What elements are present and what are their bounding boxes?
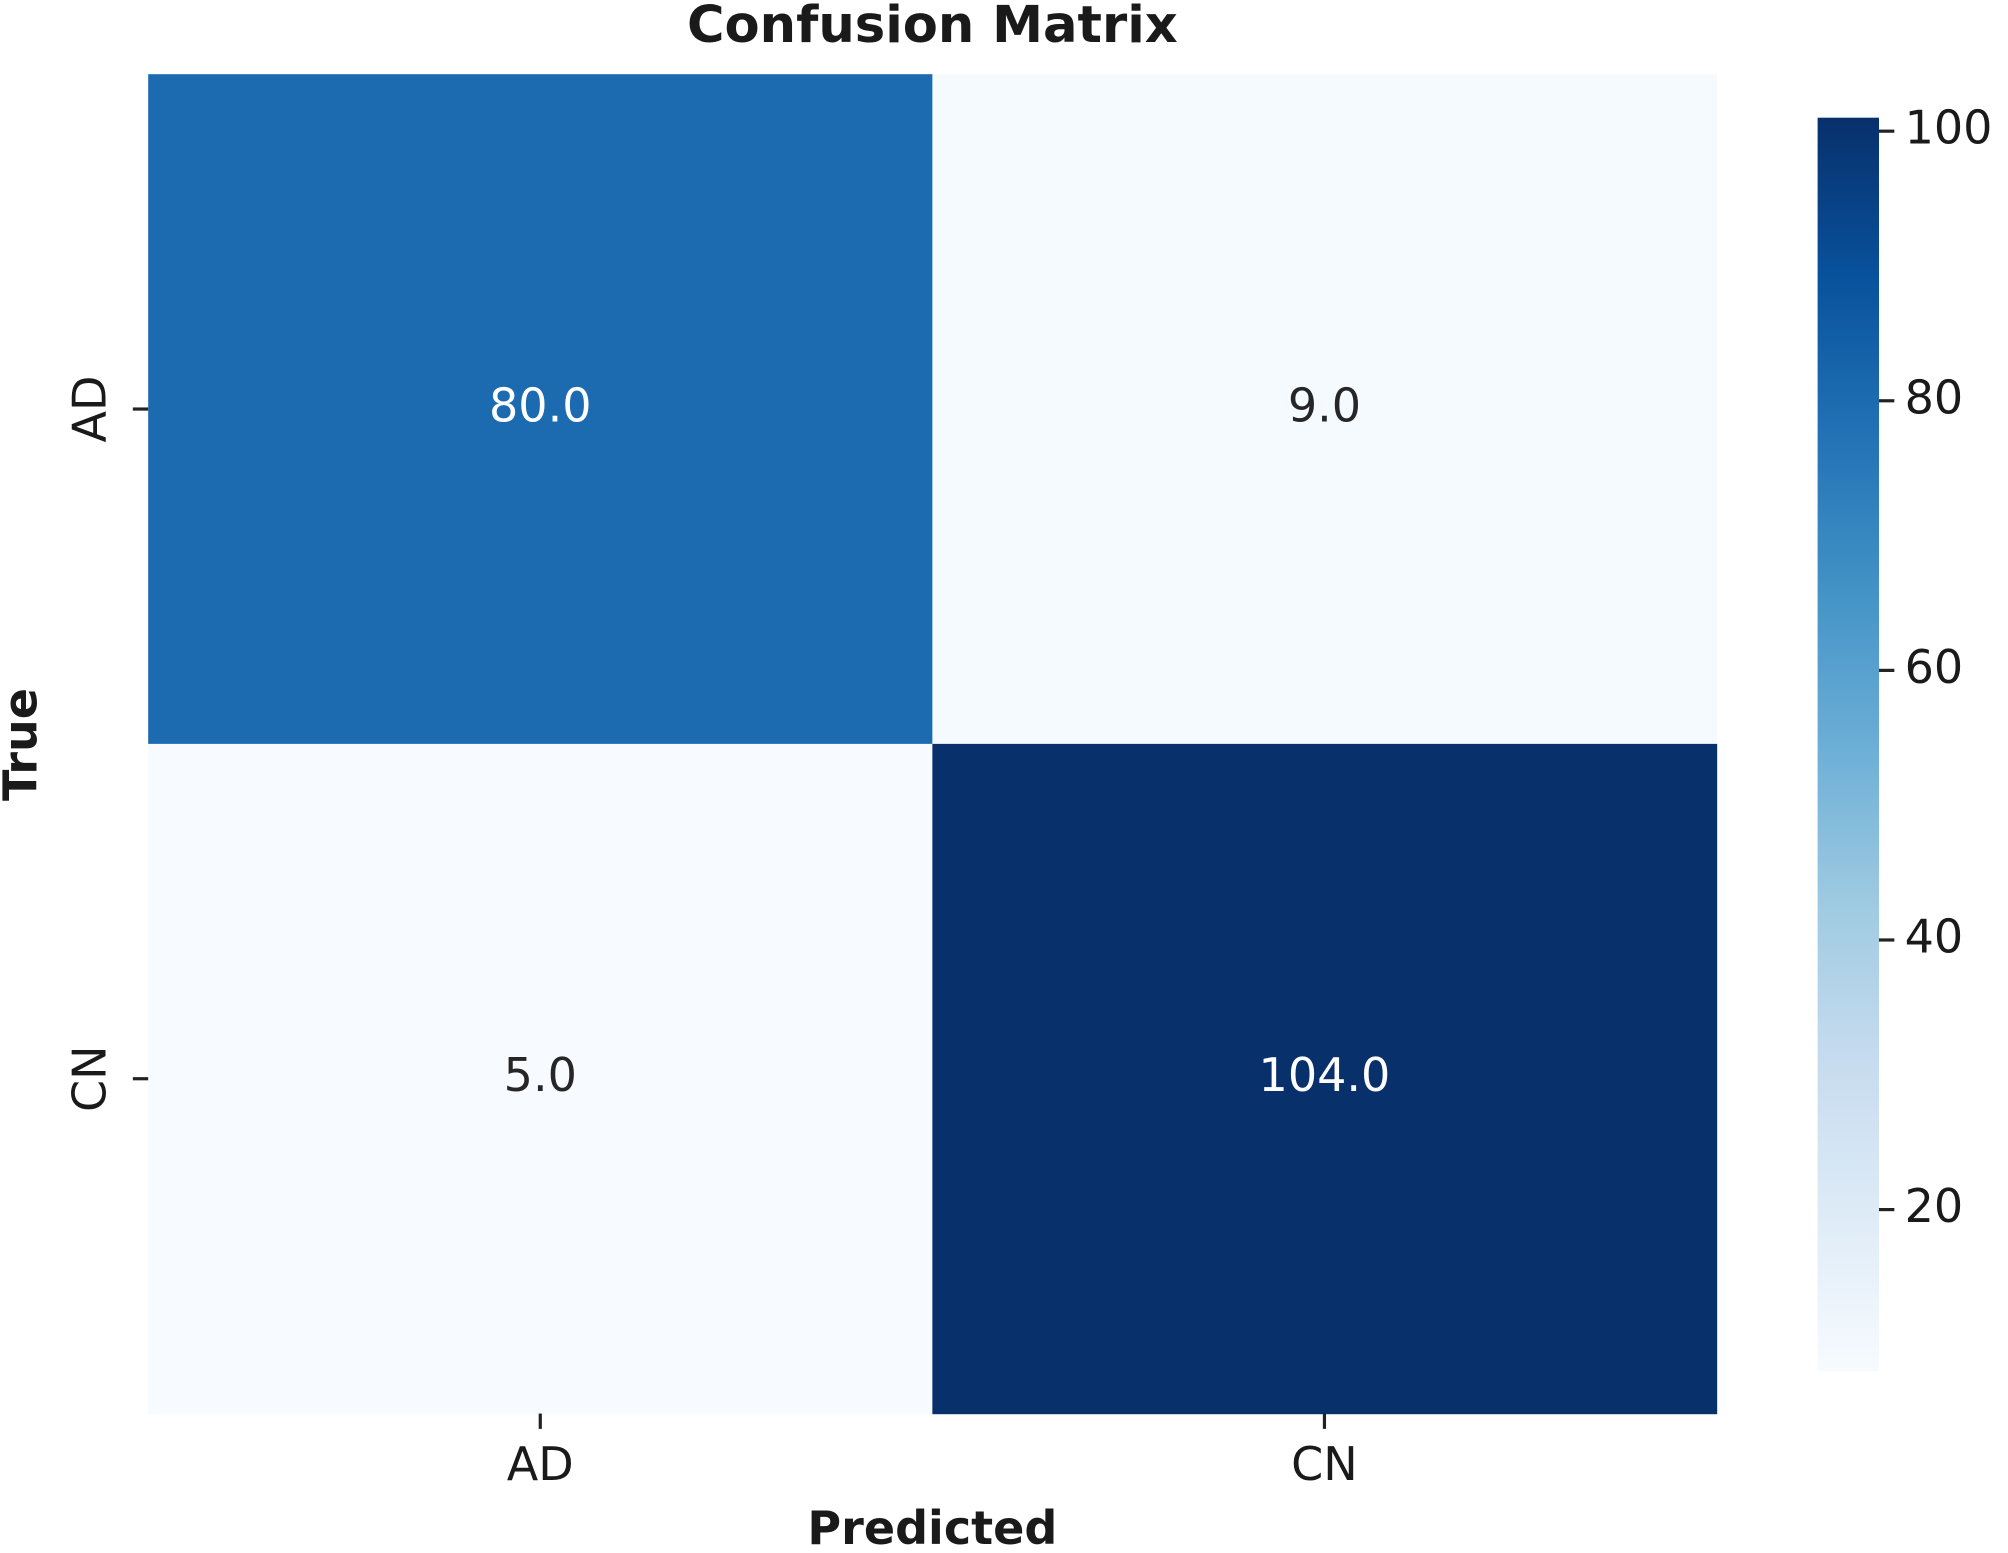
cell-label: 9.0 <box>1288 379 1361 433</box>
cell-label: 104.0 <box>1259 1048 1391 1102</box>
y-tick-label: CN <box>63 1045 117 1112</box>
heatmap-cell <box>148 74 934 745</box>
chart-title: Confusion Matrix <box>687 0 1178 55</box>
colorbar-tick-label: 100 <box>1905 101 1993 155</box>
heatmap-cell <box>148 743 934 1415</box>
colorbar-tick-label: 60 <box>1905 640 1964 694</box>
heatmap-cell <box>932 743 1718 1415</box>
x-axis-label: Predicted <box>807 1501 1057 1553</box>
cell-label: 80.0 <box>489 379 592 433</box>
y-tick-label: AD <box>63 376 117 443</box>
colorbar-tick-label: 20 <box>1905 1179 1964 1233</box>
colorbar <box>1817 117 1880 1372</box>
cell-label: 5.0 <box>504 1048 577 1102</box>
heatmap-cell <box>932 74 1718 745</box>
colorbar-tick-label: 80 <box>1905 370 1964 424</box>
x-tick-label: AD <box>507 1437 574 1491</box>
y-axis-label: True <box>0 688 48 801</box>
colorbar-tick-label: 40 <box>1905 909 1964 963</box>
x-tick-label: CN <box>1291 1437 1358 1491</box>
